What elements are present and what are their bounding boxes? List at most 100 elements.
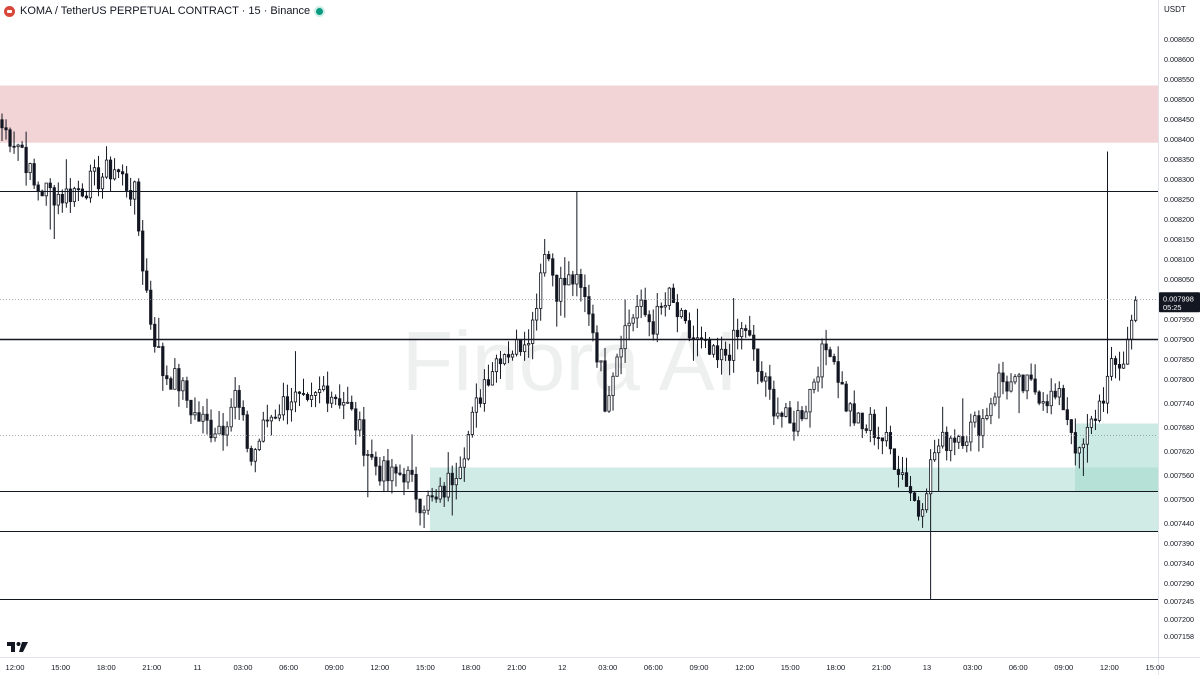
candle-body[interactable]: [595, 332, 599, 363]
candle-body[interactable]: [603, 360, 607, 412]
candle-body[interactable]: [969, 421, 973, 443]
candle-body[interactable]: [121, 171, 125, 175]
candle-body[interactable]: [60, 193, 64, 204]
candle-body[interactable]: [209, 419, 213, 439]
candle-body[interactable]: [667, 287, 671, 306]
candle-body[interactable]: [438, 485, 442, 500]
candle-body[interactable]: [985, 415, 989, 419]
candle-body[interactable]: [816, 376, 820, 383]
candle-body[interactable]: [796, 410, 800, 432]
candle-body[interactable]: [1101, 400, 1106, 404]
candle-body[interactable]: [112, 169, 117, 180]
candle-body[interactable]: [84, 195, 89, 199]
candle-body[interactable]: [64, 188, 68, 204]
demand-zone[interactable]: [430, 467, 1158, 532]
candle-body[interactable]: [434, 496, 438, 500]
candle-body[interactable]: [627, 322, 631, 327]
candle-body[interactable]: [205, 413, 209, 421]
candle-body[interactable]: [531, 319, 535, 344]
candle-body[interactable]: [912, 492, 917, 501]
candle-body[interactable]: [792, 422, 796, 432]
candle-body[interactable]: [36, 184, 40, 192]
candle-body[interactable]: [744, 328, 748, 331]
candle-body[interactable]: [334, 396, 338, 400]
candle-body[interactable]: [1069, 419, 1073, 433]
candle-body[interactable]: [1089, 418, 1094, 428]
candle-body[interactable]: [884, 432, 889, 442]
candle-body[interactable]: [410, 469, 414, 475]
candle-body[interactable]: [265, 419, 269, 422]
candle-body[interactable]: [386, 460, 390, 482]
candle-body[interactable]: [358, 419, 362, 431]
candle-body[interactable]: [663, 305, 667, 308]
candle-body[interactable]: [856, 412, 860, 424]
candle-body[interactable]: [555, 274, 559, 302]
candle-body[interactable]: [916, 500, 921, 517]
candle-body[interactable]: [129, 190, 133, 200]
candle-body[interactable]: [346, 401, 350, 404]
candle-body[interactable]: [868, 413, 872, 431]
candle-body[interactable]: [418, 498, 422, 514]
candle-body[interactable]: [498, 358, 503, 365]
candle-body[interactable]: [965, 441, 969, 447]
candle-body[interactable]: [221, 425, 225, 436]
candle-body[interactable]: [1130, 319, 1134, 340]
candle-body[interactable]: [330, 396, 334, 404]
candle-body[interactable]: [925, 493, 929, 511]
candle-body[interactable]: [772, 388, 776, 417]
candle-body[interactable]: [354, 408, 358, 431]
candle-body[interactable]: [547, 254, 551, 260]
candle-body[interactable]: [28, 163, 32, 174]
candle-body[interactable]: [896, 469, 901, 475]
candle-body[interactable]: [1017, 374, 1021, 378]
candle-body[interactable]: [1009, 381, 1013, 392]
candle-body[interactable]: [523, 344, 527, 353]
candle-body[interactable]: [832, 356, 836, 363]
candle-body[interactable]: [309, 395, 314, 400]
candle-body[interactable]: [1049, 390, 1053, 407]
candle-body[interactable]: [293, 391, 298, 403]
candle-body[interactable]: [237, 390, 241, 408]
candle-body[interactable]: [317, 389, 322, 393]
price-marker-box[interactable]: [1159, 292, 1200, 313]
candle-body[interactable]: [812, 381, 816, 390]
candle-body[interactable]: [382, 460, 386, 482]
candle-body[interactable]: [470, 411, 474, 435]
candle-body[interactable]: [245, 414, 249, 449]
candle-body[interactable]: [189, 399, 193, 416]
candle-body[interactable]: [820, 343, 824, 378]
tradingview-logo-icon[interactable]: [7, 640, 29, 654]
candle-body[interactable]: [997, 372, 1001, 398]
candle-body[interactable]: [185, 380, 189, 401]
supply-zone[interactable]: [0, 85, 1158, 143]
candle-body[interactable]: [20, 144, 24, 148]
candle-body[interactable]: [760, 371, 764, 382]
candle-body[interactable]: [430, 495, 434, 498]
candle-body[interactable]: [394, 466, 398, 474]
candle-body[interactable]: [800, 410, 804, 420]
candle-body[interactable]: [953, 437, 957, 443]
candle-body[interactable]: [68, 188, 72, 203]
candle-body[interactable]: [615, 356, 619, 377]
candle-body[interactable]: [631, 317, 635, 324]
candle-body[interactable]: [776, 412, 780, 417]
candle-body[interactable]: [1105, 375, 1110, 404]
candle-body[interactable]: [326, 385, 330, 404]
candle-body[interactable]: [145, 270, 149, 291]
candle-body[interactable]: [233, 390, 237, 408]
candle-body[interactable]: [169, 378, 173, 390]
candle-body[interactable]: [181, 380, 185, 392]
candle-body[interactable]: [840, 381, 844, 385]
quote-currency-label[interactable]: USDT: [1164, 5, 1186, 14]
candle-body[interactable]: [804, 411, 808, 420]
candle-body[interactable]: [486, 379, 491, 386]
candle-body[interactable]: [567, 274, 571, 286]
candle-body[interactable]: [462, 458, 466, 468]
candle-body[interactable]: [957, 436, 961, 443]
candle-body[interactable]: [752, 334, 756, 350]
candle-body[interactable]: [527, 343, 531, 346]
candle-body[interactable]: [213, 433, 217, 439]
candle-body[interactable]: [72, 188, 76, 203]
candle-body[interactable]: [249, 448, 253, 462]
candle-body[interactable]: [949, 437, 953, 451]
